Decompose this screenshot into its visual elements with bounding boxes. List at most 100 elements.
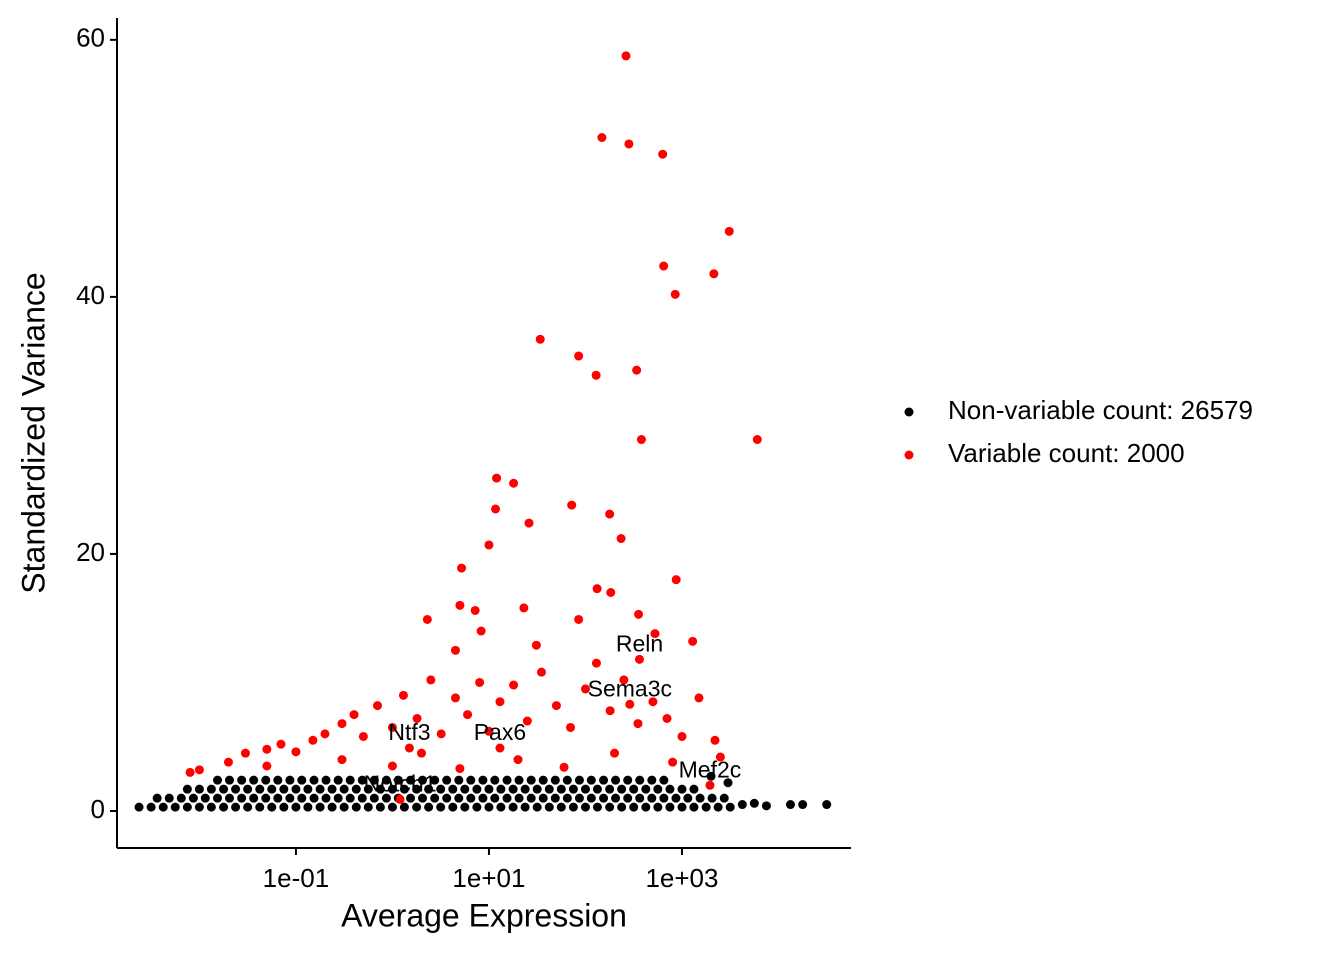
- point: [206, 784, 216, 794]
- point: [513, 755, 523, 765]
- point: [556, 784, 566, 794]
- point: [200, 793, 210, 803]
- point: [273, 775, 283, 785]
- point: [213, 775, 223, 785]
- point: [476, 626, 486, 636]
- point: [531, 640, 541, 650]
- point: [621, 51, 631, 61]
- point: [457, 563, 467, 573]
- point: [478, 793, 488, 803]
- point: [519, 603, 529, 613]
- point: [641, 784, 651, 794]
- point: [223, 757, 233, 767]
- point: [357, 793, 367, 803]
- point: [262, 761, 272, 771]
- point: [520, 802, 530, 812]
- point: [683, 793, 693, 803]
- point: [492, 473, 502, 483]
- y-tick-label: 60: [76, 23, 105, 53]
- point: [670, 289, 680, 299]
- point: [522, 716, 532, 726]
- point: [798, 800, 808, 810]
- point: [689, 784, 699, 794]
- point: [182, 802, 192, 812]
- point: [556, 802, 566, 812]
- point: [653, 784, 663, 794]
- point: [662, 713, 672, 723]
- point: [508, 784, 518, 794]
- point: [538, 793, 548, 803]
- point: [345, 793, 355, 803]
- point: [333, 775, 343, 785]
- point: [182, 784, 192, 794]
- point: [279, 802, 289, 812]
- point: [532, 784, 542, 794]
- point: [351, 802, 361, 812]
- point: [496, 784, 506, 794]
- point: [719, 793, 729, 803]
- annotation: Ntf3: [388, 719, 430, 745]
- legend-marker: [904, 450, 914, 460]
- x-tick-label: 1e-01: [263, 863, 330, 893]
- point: [737, 800, 747, 810]
- point: [387, 802, 397, 812]
- point: [219, 784, 229, 794]
- point: [586, 793, 596, 803]
- point: [701, 802, 711, 812]
- point: [152, 793, 162, 803]
- point: [426, 675, 436, 685]
- point: [267, 802, 277, 812]
- point: [224, 775, 234, 785]
- point: [671, 793, 681, 803]
- point: [406, 775, 416, 785]
- point: [785, 800, 795, 810]
- point: [641, 802, 651, 812]
- point: [592, 584, 602, 594]
- point: [387, 722, 397, 732]
- point: [442, 793, 452, 803]
- point: [321, 775, 331, 785]
- legend-marker: [904, 407, 914, 417]
- point: [176, 793, 186, 803]
- point: [490, 793, 500, 803]
- point: [580, 802, 590, 812]
- point: [478, 775, 488, 785]
- point: [369, 793, 379, 803]
- point: [206, 802, 216, 812]
- point: [591, 370, 601, 380]
- point: [502, 793, 512, 803]
- point: [454, 775, 464, 785]
- legend-label: Variable count: 2000: [948, 438, 1185, 468]
- point: [658, 149, 668, 159]
- point: [291, 802, 301, 812]
- point: [520, 784, 530, 794]
- y-tick-label: 40: [76, 280, 105, 310]
- point: [551, 701, 561, 711]
- point: [339, 802, 349, 812]
- point: [706, 771, 716, 781]
- point: [713, 802, 723, 812]
- y-tick-label: 20: [76, 537, 105, 567]
- point: [822, 800, 832, 810]
- point: [412, 713, 422, 723]
- point: [635, 775, 645, 785]
- point: [536, 667, 546, 677]
- point: [634, 609, 644, 619]
- point: [574, 793, 584, 803]
- point: [418, 793, 428, 803]
- point: [219, 802, 229, 812]
- point: [273, 793, 283, 803]
- point: [509, 478, 519, 488]
- point: [568, 802, 578, 812]
- point: [158, 802, 168, 812]
- annotated-point: [404, 743, 414, 753]
- point: [213, 793, 223, 803]
- point: [375, 802, 385, 812]
- point: [562, 793, 572, 803]
- point: [707, 793, 717, 803]
- point: [647, 775, 657, 785]
- point: [688, 636, 698, 646]
- point: [749, 798, 759, 808]
- point: [279, 784, 289, 794]
